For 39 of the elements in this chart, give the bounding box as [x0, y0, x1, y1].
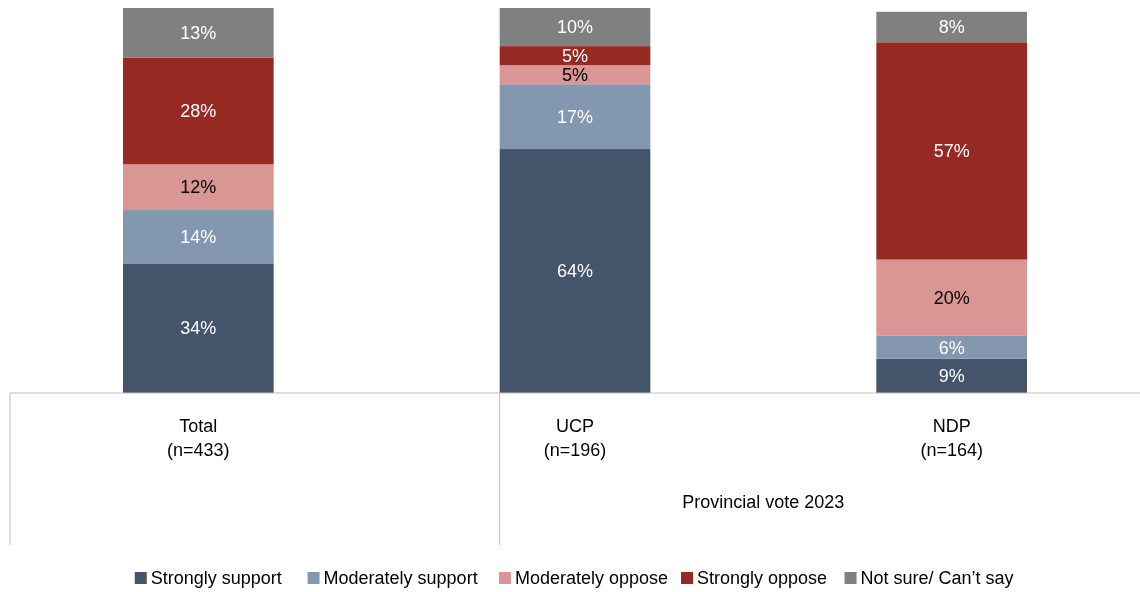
bar	[876, 335, 1027, 359]
bar	[499, 149, 651, 393]
data-label: 34%	[180, 318, 217, 339]
data-label: 9%	[938, 366, 965, 387]
data-label: 13%	[180, 23, 217, 44]
legend-label: Strongly support	[150, 568, 282, 588]
legend-label: Moderately support	[323, 568, 478, 588]
bar	[499, 8, 651, 47]
data-label: 20%	[933, 288, 970, 308]
data-label: 14%	[180, 227, 217, 248]
legend-label: Strongly oppose	[697, 568, 828, 588]
data-label: 8%	[938, 17, 965, 38]
bar	[876, 11, 1027, 43]
legend-label: Not sure/ Can’t say	[860, 568, 1014, 588]
data-label: 5%	[561, 45, 589, 66]
data-label: 64%	[556, 261, 594, 282]
data-label: 28%	[180, 101, 217, 122]
data-label: 12%	[180, 177, 217, 198]
bar	[123, 57, 274, 165]
x-tick-label: NDP (n=164)	[920, 416, 983, 460]
data-label: 5%	[561, 65, 589, 86]
data-label: 6%	[938, 337, 965, 358]
bar	[123, 263, 274, 393]
text: Provincial vote 2023	[682, 492, 845, 512]
bar	[499, 65, 651, 85]
bar	[123, 164, 274, 211]
bar	[876, 259, 1027, 336]
legend-label: Moderately oppose	[514, 568, 669, 588]
data-label: 17%	[556, 106, 594, 127]
bar	[876, 42, 1027, 260]
x-tick-label: UCP (n=196)	[543, 416, 607, 460]
bar	[499, 84, 651, 150]
data-label: 10%	[556, 17, 594, 38]
x-tick-label: Total (n=433)	[167, 416, 230, 460]
bar	[876, 358, 1027, 393]
bar	[499, 46, 651, 66]
data-label: 57%	[933, 141, 970, 162]
bar	[123, 8, 274, 58]
bar	[123, 210, 274, 264]
